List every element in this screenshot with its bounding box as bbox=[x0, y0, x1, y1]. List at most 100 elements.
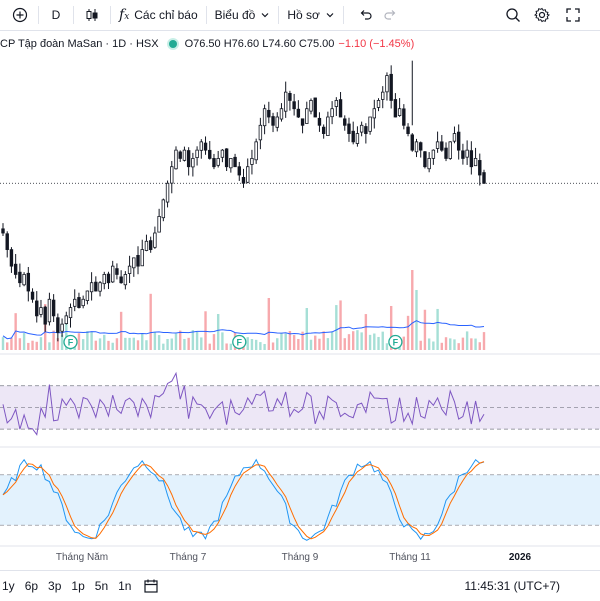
volume-bar bbox=[461, 337, 465, 350]
candle-body bbox=[469, 150, 474, 168]
candle-body bbox=[267, 109, 271, 118]
candle-body bbox=[85, 290, 90, 301]
candle-body bbox=[473, 158, 478, 167]
candle-body bbox=[106, 273, 111, 284]
candle-body bbox=[246, 166, 250, 183]
candle-body bbox=[347, 123, 351, 134]
range-button[interactable]: 3p bbox=[48, 579, 62, 593]
volume-bar bbox=[339, 300, 342, 350]
volume-bar bbox=[423, 309, 427, 350]
profile-menu-button[interactable]: Hồ sơ bbox=[287, 0, 335, 30]
candle-body bbox=[296, 108, 301, 118]
candle-body bbox=[237, 166, 241, 176]
volume-bar bbox=[284, 333, 287, 350]
range-button[interactable]: 5n bbox=[94, 579, 109, 593]
range-button[interactable]: 6p bbox=[24, 579, 39, 593]
volume-bar bbox=[191, 330, 195, 350]
undo-button[interactable] bbox=[352, 0, 378, 30]
volume-bar bbox=[1, 337, 5, 350]
indicators-button[interactable]: fx Các chỉ báo bbox=[119, 0, 198, 30]
date-range-button[interactable] bbox=[143, 578, 159, 594]
clock-readout[interactable]: 11:45:31 (UTC+7) bbox=[464, 579, 561, 593]
volume-bar bbox=[183, 338, 186, 350]
volume-bar bbox=[48, 342, 51, 350]
undo-icon bbox=[360, 10, 372, 20]
volume-bar bbox=[356, 330, 359, 350]
volume-bar bbox=[187, 337, 190, 350]
volume-bar bbox=[385, 343, 389, 350]
volume-bar bbox=[136, 340, 140, 350]
volume-bar bbox=[149, 293, 152, 350]
dividend-marker bbox=[63, 334, 78, 350]
candle-body bbox=[216, 158, 220, 166]
volume-bar bbox=[267, 298, 271, 350]
volume-bar bbox=[212, 334, 216, 350]
candle-body bbox=[431, 149, 436, 159]
candle-body bbox=[174, 149, 178, 170]
volume-bar bbox=[132, 337, 135, 350]
candle-body bbox=[165, 182, 170, 203]
volume-bar bbox=[259, 342, 262, 350]
candle-body bbox=[313, 97, 317, 118]
volume-bar bbox=[60, 334, 64, 350]
zoom-search-button[interactable] bbox=[503, 0, 523, 30]
candle-body bbox=[5, 233, 9, 250]
volume-bar bbox=[35, 341, 38, 350]
candle-body bbox=[389, 73, 393, 101]
candle-body bbox=[148, 240, 153, 250]
chevron-down-icon bbox=[326, 13, 334, 18]
interval-button[interactable]: D bbox=[47, 0, 65, 30]
time-axis-label: Tháng 9 bbox=[282, 552, 319, 563]
volume-bar bbox=[271, 342, 275, 350]
candle-body bbox=[406, 126, 410, 134]
candle-body bbox=[397, 108, 402, 116]
dividend-marker bbox=[388, 334, 403, 350]
candle-body bbox=[13, 263, 18, 275]
candle-body bbox=[254, 141, 258, 161]
volume-bar bbox=[406, 315, 410, 350]
candle-body bbox=[444, 147, 448, 159]
range-button[interactable]: 1n bbox=[118, 579, 132, 593]
candle-body bbox=[275, 116, 279, 128]
candle-body bbox=[26, 272, 31, 292]
volume-bar bbox=[86, 331, 89, 350]
candle-body bbox=[338, 99, 343, 118]
volume-bar bbox=[107, 340, 110, 350]
candle-body bbox=[427, 158, 431, 170]
fullscreen-button[interactable] bbox=[563, 0, 583, 30]
calendar-icon bbox=[144, 579, 159, 593]
chart-type-button[interactable] bbox=[82, 0, 102, 30]
candle-body bbox=[102, 274, 106, 285]
range-button[interactable]: 1y bbox=[2, 579, 15, 593]
candle-body bbox=[262, 108, 267, 127]
volume-bar bbox=[225, 343, 228, 350]
volume-bar bbox=[98, 338, 102, 350]
symbol-title[interactable]: CP Tập đoàn MaSan · 1D · HSX bbox=[0, 38, 159, 50]
chart-canvas[interactable]: F F F Tháng Năm Tháng 7 Tháng 9 Tháng 11 2026 bbox=[0, 54, 600, 570]
candle-body bbox=[381, 91, 385, 100]
volume-bar bbox=[157, 335, 161, 350]
volume-bar bbox=[111, 342, 114, 350]
fullscreen-icon bbox=[566, 8, 580, 22]
range-button[interactable]: 1p bbox=[71, 579, 85, 593]
volume-bar bbox=[145, 340, 148, 350]
candle-body bbox=[461, 150, 465, 159]
market-status-dot bbox=[168, 40, 177, 48]
volume-bar bbox=[174, 333, 178, 350]
toolbar-divider bbox=[278, 6, 280, 24]
volume-bar bbox=[419, 340, 422, 350]
volume-bar bbox=[141, 333, 144, 350]
volume-bar bbox=[305, 308, 308, 350]
candle-body bbox=[98, 282, 102, 292]
add-symbol-button[interactable] bbox=[10, 0, 30, 30]
volume-bar bbox=[65, 315, 68, 350]
candle-body bbox=[203, 142, 208, 151]
volume-bar bbox=[39, 337, 43, 350]
settings-button[interactable] bbox=[532, 0, 552, 30]
candle-body bbox=[423, 151, 427, 168]
volume-bar bbox=[402, 336, 406, 350]
candle-body bbox=[250, 158, 254, 165]
redo-button[interactable] bbox=[378, 0, 404, 30]
chart-menu-button[interactable]: Biểu đồ bbox=[215, 0, 271, 30]
toolbar-divider bbox=[110, 6, 111, 24]
